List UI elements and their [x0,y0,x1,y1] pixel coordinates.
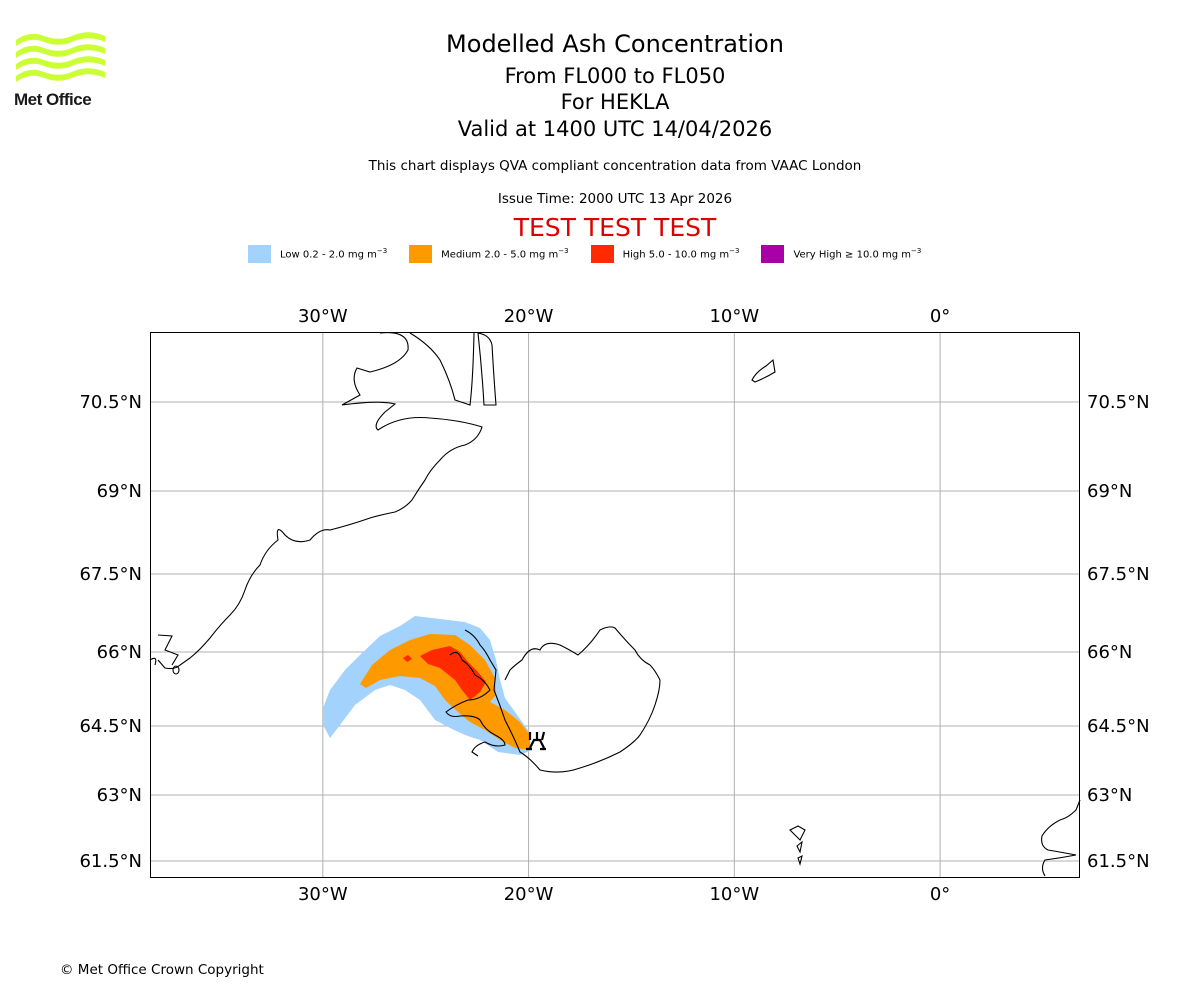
lat-tick-label: 67.5°N [79,564,142,585]
longitude-labels-bottom: 30°W 20°W 10°W 0° [298,884,950,905]
lon-tick-label: 30°W [298,306,348,327]
volcano-symbol-icon [526,731,546,751]
lat-tick-label: 70.5°N [1087,392,1150,413]
lon-tick-label: 10°W [709,884,759,905]
met-office-logo: Met Office [14,30,106,112]
lon-tick-label: 10°W [709,306,759,327]
lat-tick-label: 70.5°N [79,392,142,413]
legend-swatch [761,245,785,263]
chart-title: Modelled Ash Concentration [446,30,784,58]
legend-swatch [248,245,271,263]
copyright-notice: © Met Office Crown Copyright [60,962,264,978]
legend-label: Low 0.2 - 2.0 mg m−3 [280,247,388,261]
coastline-iceland [464,626,661,773]
legend-item-medium: Medium 2.0 - 5.0 mg m−3 [409,245,569,263]
legend-item-very-high: Very High ≥ 10.0 mg m−3 [761,245,921,263]
lat-tick-label: 63°N [97,785,142,806]
lat-tick-label: 61.5°N [79,851,142,872]
legend-label: High 5.0 - 10.0 mg m−3 [622,247,740,261]
ash-layer-high [403,646,486,700]
legend-swatch [590,245,614,263]
coastline-greenland [157,332,483,670]
logo-text: Met Office [14,90,92,109]
test-banner: TEST TEST TEST [513,213,717,242]
lat-tick-label: 69°N [1087,481,1132,502]
lat-tick-label: 66°N [97,642,142,663]
legend-item-high: High 5.0 - 10.0 mg m−3 [590,245,740,263]
lat-tick-label: 67.5°N [1087,564,1150,585]
volcano-name: For HEKLA [560,90,670,114]
ash-layer-medium [360,634,530,750]
coastline-iceland-west [445,651,506,757]
ash-area-high [420,646,486,700]
lat-tick-label: 61.5°N [1087,851,1150,872]
map-frame [150,332,1080,878]
legend-label: Medium 2.0 - 5.0 mg m−3 [441,247,569,261]
island-greenland-small [172,665,180,675]
coastline-faroe [789,825,806,866]
latitude-labels-left: 70.5°N 69°N 67.5°N 66°N 64.5°N 63°N 61.5°N [79,392,142,872]
coastline-greenland-fjord [409,332,475,406]
lon-tick-label: 0° [930,306,950,327]
legend-swatch [409,245,433,263]
description: This chart displays QVA compliant concen… [368,158,862,174]
issue-time: Issue Time: 2000 UTC 13 Apr 2026 [497,191,733,207]
coastlines [149,332,1081,877]
lon-tick-label: 0° [930,884,950,905]
lon-tick-label: 30°W [298,884,348,905]
lon-tick-label: 20°W [504,884,554,905]
longitude-labels-top: 30°W 20°W 10°W 0° [298,306,950,327]
valid-time: Valid at 1400 UTC 14/04/2026 [457,117,773,141]
ash-area-medium [360,634,530,750]
ash-area-high-small [403,655,412,662]
coastline-jan-mayen [751,358,776,383]
coastline-norway [1041,799,1081,877]
coastline-greenland-south [149,634,179,666]
lat-tick-label: 64.5°N [1087,716,1150,737]
lat-tick-label: 63°N [1087,785,1132,806]
coastline-greenland-east [477,332,497,406]
lon-tick-label: 20°W [504,306,554,327]
met-office-waves-icon [16,32,105,82]
flight-level-range: From FL000 to FL050 [504,64,726,88]
gridlines [150,333,1080,878]
lat-tick-label: 66°N [1087,642,1132,663]
legend-label: Very High ≥ 10.0 mg m−3 [793,247,922,261]
legend-item-low: Low 0.2 - 2.0 mg m−3 [248,245,387,263]
lat-tick-label: 64.5°N [79,716,142,737]
legend: Low 0.2 - 2.0 mg m−3 Medium 2.0 - 5.0 mg… [248,244,943,264]
latitude-labels-right: 70.5°N 69°N 67.5°N 66°N 64.5°N 63°N 61.5°N [1087,392,1150,872]
lat-tick-label: 69°N [97,481,142,502]
